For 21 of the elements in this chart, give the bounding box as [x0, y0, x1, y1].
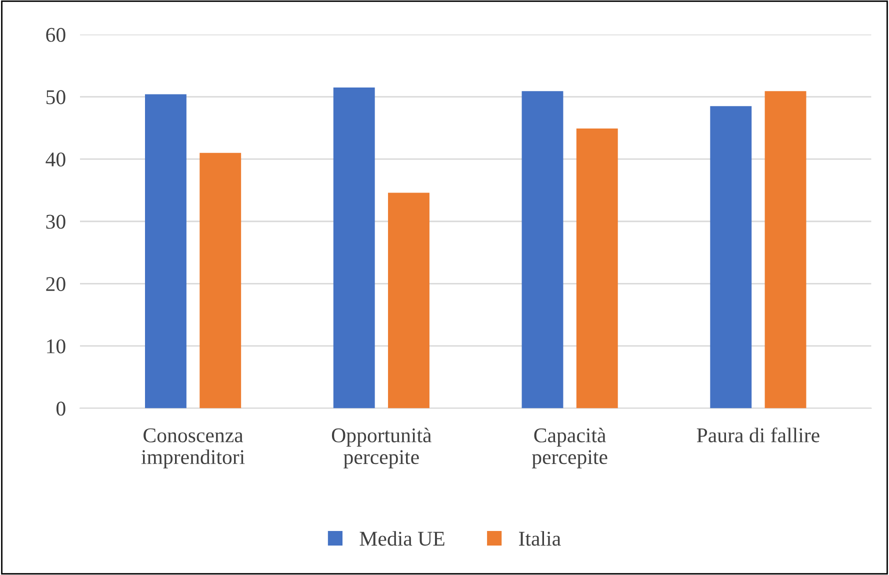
legend-label: Media UE — [360, 531, 444, 546]
bar — [522, 91, 564, 408]
y-tick-label: 10 — [47, 339, 66, 354]
x-tick-label: Capacità percepite — [532, 428, 608, 468]
y-tick-label: 50 — [46, 90, 66, 104]
bar — [576, 128, 618, 408]
bar — [333, 87, 375, 408]
bar — [145, 94, 186, 408]
y-tick-label: 20 — [46, 277, 66, 292]
bar — [710, 106, 752, 408]
bar — [200, 152, 242, 408]
y-tick-label: 30 — [46, 214, 66, 229]
bar — [764, 91, 806, 408]
y-tick-label: 60 — [46, 28, 66, 42]
bar — [388, 192, 430, 408]
legend-label: Italia — [519, 531, 561, 546]
y-tick-label: 0 — [56, 402, 66, 416]
x-tick-label: Paura di fallire — [696, 427, 820, 442]
y-tick-label: 40 — [46, 152, 66, 167]
x-tick-label: Opportunità percepite — [332, 428, 432, 468]
x-tick-label: Conoscenza imprenditori — [141, 428, 245, 468]
